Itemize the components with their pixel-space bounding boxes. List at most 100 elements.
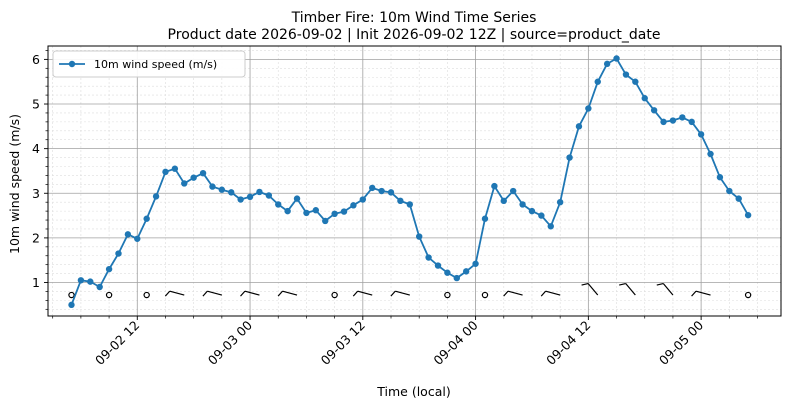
chart-subtitle: Product date 2026-09-02 | Init 2026-09-0… bbox=[168, 27, 661, 43]
wind-barb bbox=[540, 290, 561, 297]
wind-barb-calm bbox=[68, 291, 75, 299]
wind-barb bbox=[503, 290, 523, 297]
data-point bbox=[603, 60, 611, 68]
wind-barb-flag bbox=[240, 290, 246, 297]
data-point bbox=[397, 197, 404, 205]
data-point bbox=[162, 168, 169, 176]
plot-frame bbox=[47, 45, 782, 317]
wind-barb-calm bbox=[481, 291, 489, 299]
data-point bbox=[622, 71, 630, 78]
wind-barb bbox=[277, 290, 298, 297]
y-tick-label: 6 bbox=[32, 52, 40, 67]
data-point bbox=[575, 123, 583, 130]
legend-box bbox=[52, 50, 246, 78]
y-tick-label: 2 bbox=[32, 230, 40, 245]
data-point bbox=[716, 174, 724, 181]
data-point bbox=[462, 268, 470, 275]
data-point bbox=[641, 95, 648, 102]
wind-barb bbox=[164, 290, 185, 297]
wind-barb-calm bbox=[331, 291, 338, 299]
wind-barb-staff bbox=[357, 290, 373, 296]
data-point bbox=[735, 195, 742, 202]
wind-barb-flag bbox=[581, 282, 589, 286]
wind-barb bbox=[691, 290, 711, 297]
data-point bbox=[707, 150, 714, 158]
wind-barb-flag bbox=[619, 282, 626, 286]
x-tick-label: 09-03 12 bbox=[318, 318, 368, 368]
data-point bbox=[350, 202, 357, 209]
wind-barb-staff bbox=[587, 283, 599, 296]
data-point bbox=[115, 250, 122, 257]
wind-barb-flag bbox=[164, 290, 171, 297]
data-point bbox=[688, 118, 695, 126]
wind-barb-flag bbox=[540, 290, 547, 297]
x-axis-label: Time (local) bbox=[376, 384, 450, 399]
data-point bbox=[491, 182, 498, 190]
data-point bbox=[378, 187, 385, 195]
wind-barb bbox=[352, 290, 373, 297]
wind-barb bbox=[581, 282, 599, 296]
data-point bbox=[77, 277, 85, 284]
y-tick-label: 4 bbox=[32, 141, 40, 156]
data-point bbox=[237, 196, 244, 203]
wind-barb-staff bbox=[695, 290, 711, 296]
data-point bbox=[500, 197, 507, 205]
x-tick-label: 09-02 12 bbox=[92, 318, 142, 368]
data-point bbox=[96, 283, 103, 291]
wind-barbs bbox=[68, 282, 752, 299]
wind-barb bbox=[240, 290, 260, 297]
wind-barb-calm bbox=[744, 291, 752, 299]
data-point bbox=[134, 235, 141, 242]
data-point bbox=[284, 207, 291, 215]
data-point bbox=[679, 114, 686, 121]
x-tick-label: 09-04 12 bbox=[543, 318, 593, 368]
data-point bbox=[547, 223, 554, 230]
data-point bbox=[293, 195, 301, 202]
data-point bbox=[434, 262, 442, 269]
data-point bbox=[124, 231, 132, 238]
wind-barb-staff bbox=[244, 290, 260, 296]
wind-barb bbox=[202, 290, 223, 297]
data-point bbox=[472, 260, 479, 267]
data-point bbox=[340, 208, 348, 215]
data-point bbox=[369, 184, 376, 192]
wind-barb bbox=[390, 290, 410, 297]
wind-barb-staff bbox=[207, 290, 223, 296]
wind-barb bbox=[619, 282, 636, 296]
y-tick-label: 3 bbox=[32, 186, 40, 201]
data-point bbox=[105, 265, 113, 273]
wind-barb-staff bbox=[169, 290, 185, 296]
data-point bbox=[143, 215, 150, 222]
data-point bbox=[181, 180, 188, 187]
x-tick-label: 09-04 00 bbox=[430, 317, 480, 367]
data-point bbox=[406, 201, 414, 208]
data-point bbox=[528, 207, 536, 215]
legend: 10m wind speed (m/s) bbox=[52, 50, 246, 78]
x-tick-label: 09-03 00 bbox=[205, 317, 255, 367]
data-point bbox=[303, 209, 310, 217]
data-point bbox=[190, 174, 197, 181]
data-point bbox=[331, 210, 338, 218]
wind-barb-flag bbox=[503, 290, 509, 297]
wind-barb-staff bbox=[395, 290, 410, 296]
data-point bbox=[415, 233, 423, 240]
data-point bbox=[359, 196, 367, 203]
chart-title: Timber Fire: 10m Wind Time Series bbox=[291, 10, 537, 26]
data-point bbox=[87, 278, 94, 285]
data-point bbox=[726, 187, 733, 195]
data-point bbox=[171, 165, 179, 172]
data-point bbox=[425, 254, 432, 261]
data-point bbox=[481, 215, 489, 222]
data-point bbox=[256, 188, 263, 196]
data-point bbox=[585, 105, 592, 112]
wind-barb-staff bbox=[545, 290, 561, 296]
y-tick-label: 5 bbox=[32, 97, 40, 112]
data-point bbox=[519, 201, 526, 208]
data-point bbox=[218, 186, 226, 193]
major-grid bbox=[48, 46, 781, 316]
data-point bbox=[152, 193, 160, 200]
data-point bbox=[453, 274, 460, 282]
wind-barb-calm bbox=[444, 291, 451, 299]
